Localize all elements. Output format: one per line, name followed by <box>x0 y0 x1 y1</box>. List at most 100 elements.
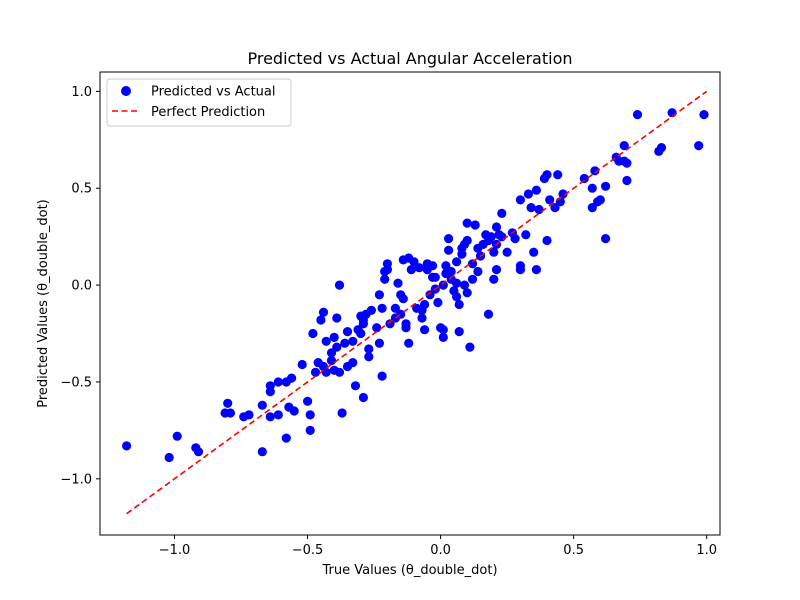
data-point <box>318 307 329 317</box>
data-point <box>452 257 462 267</box>
data-point <box>595 195 605 205</box>
x-tick-label: −1.0 <box>159 543 191 558</box>
data-point <box>542 170 552 180</box>
data-point <box>409 257 419 267</box>
data-point <box>273 377 283 387</box>
data-point <box>380 274 390 284</box>
data-point <box>438 280 448 290</box>
data-point <box>303 396 313 406</box>
data-point <box>425 290 435 300</box>
data-point <box>515 195 526 205</box>
data-point <box>390 303 400 313</box>
data-point <box>401 323 411 333</box>
data-point <box>558 189 568 199</box>
data-point <box>305 410 315 420</box>
data-point <box>459 280 470 290</box>
data-point <box>656 143 667 153</box>
data-point <box>257 400 267 410</box>
data-point <box>462 218 472 228</box>
data-point <box>438 325 448 335</box>
data-point <box>332 342 342 352</box>
data-point <box>172 431 182 441</box>
data-point <box>545 195 555 205</box>
data-point <box>462 288 472 298</box>
data-point <box>444 245 454 255</box>
data-point <box>526 203 536 213</box>
data-point <box>404 338 414 348</box>
data-point <box>340 338 350 348</box>
y-tick-label: 0.0 <box>71 279 92 294</box>
data-point <box>601 234 611 244</box>
data-point <box>521 230 531 240</box>
data-point <box>257 447 267 457</box>
data-point <box>334 367 345 377</box>
data-point <box>420 299 430 310</box>
data-point <box>348 358 358 368</box>
perfect-prediction-line <box>126 90 708 515</box>
data-point <box>470 220 480 230</box>
data-point <box>358 392 368 403</box>
data-point <box>550 203 560 213</box>
data-point <box>444 234 454 244</box>
data-point <box>414 263 424 273</box>
data-point <box>297 359 307 370</box>
data-point <box>420 325 430 335</box>
y-axis-label: Predicted Values (θ_double_dot) <box>36 199 51 407</box>
y-tick-label: 0.5 <box>71 182 92 197</box>
data-point <box>438 332 448 342</box>
data-point <box>308 328 318 339</box>
data-point <box>467 259 478 269</box>
data-point <box>334 280 345 290</box>
data-point <box>225 408 235 418</box>
data-point <box>515 265 526 275</box>
data-point <box>281 433 291 443</box>
data-point <box>193 447 204 457</box>
data-point <box>326 356 337 366</box>
data-point <box>377 303 387 313</box>
data-point <box>632 110 643 120</box>
data-point <box>223 398 233 408</box>
legend-label-scatter: Predicted vs Actual <box>151 85 275 100</box>
data-point <box>446 266 456 277</box>
data-point <box>310 367 321 377</box>
y-tick-label: −0.5 <box>60 375 92 390</box>
data-point <box>316 315 326 325</box>
x-tick-label: 0.0 <box>430 543 451 558</box>
data-point <box>348 336 358 346</box>
data-point <box>337 408 347 418</box>
data-point <box>382 265 392 275</box>
data-point <box>398 294 408 304</box>
data-point <box>497 232 507 242</box>
data-point <box>622 175 632 186</box>
scatter-series <box>122 108 709 463</box>
data-point <box>534 204 544 215</box>
data-point <box>454 299 464 310</box>
data-point <box>483 309 494 319</box>
data-point <box>489 247 499 257</box>
data-point <box>510 234 520 244</box>
data-point <box>287 373 297 383</box>
data-point <box>372 323 382 333</box>
y-tick-label: 1.0 <box>71 85 92 100</box>
data-point <box>502 247 512 257</box>
data-point <box>289 406 299 416</box>
data-point <box>265 381 275 391</box>
data-point <box>622 158 632 168</box>
data-point <box>531 265 542 275</box>
data-point <box>385 319 395 329</box>
data-point <box>406 265 416 275</box>
data-point <box>265 412 275 422</box>
data-point <box>491 265 502 275</box>
data-point <box>486 232 496 242</box>
data-point <box>462 235 472 246</box>
data-point <box>377 371 387 381</box>
data-point <box>244 410 254 420</box>
data-point <box>452 278 462 288</box>
data-point <box>694 141 704 151</box>
data-point <box>417 313 427 323</box>
data-point <box>329 332 339 342</box>
data-point <box>473 266 483 277</box>
data-point <box>553 170 563 180</box>
chart-title: Predicted vs Actual Angular Acceleration <box>247 49 572 68</box>
data-point <box>332 313 342 323</box>
